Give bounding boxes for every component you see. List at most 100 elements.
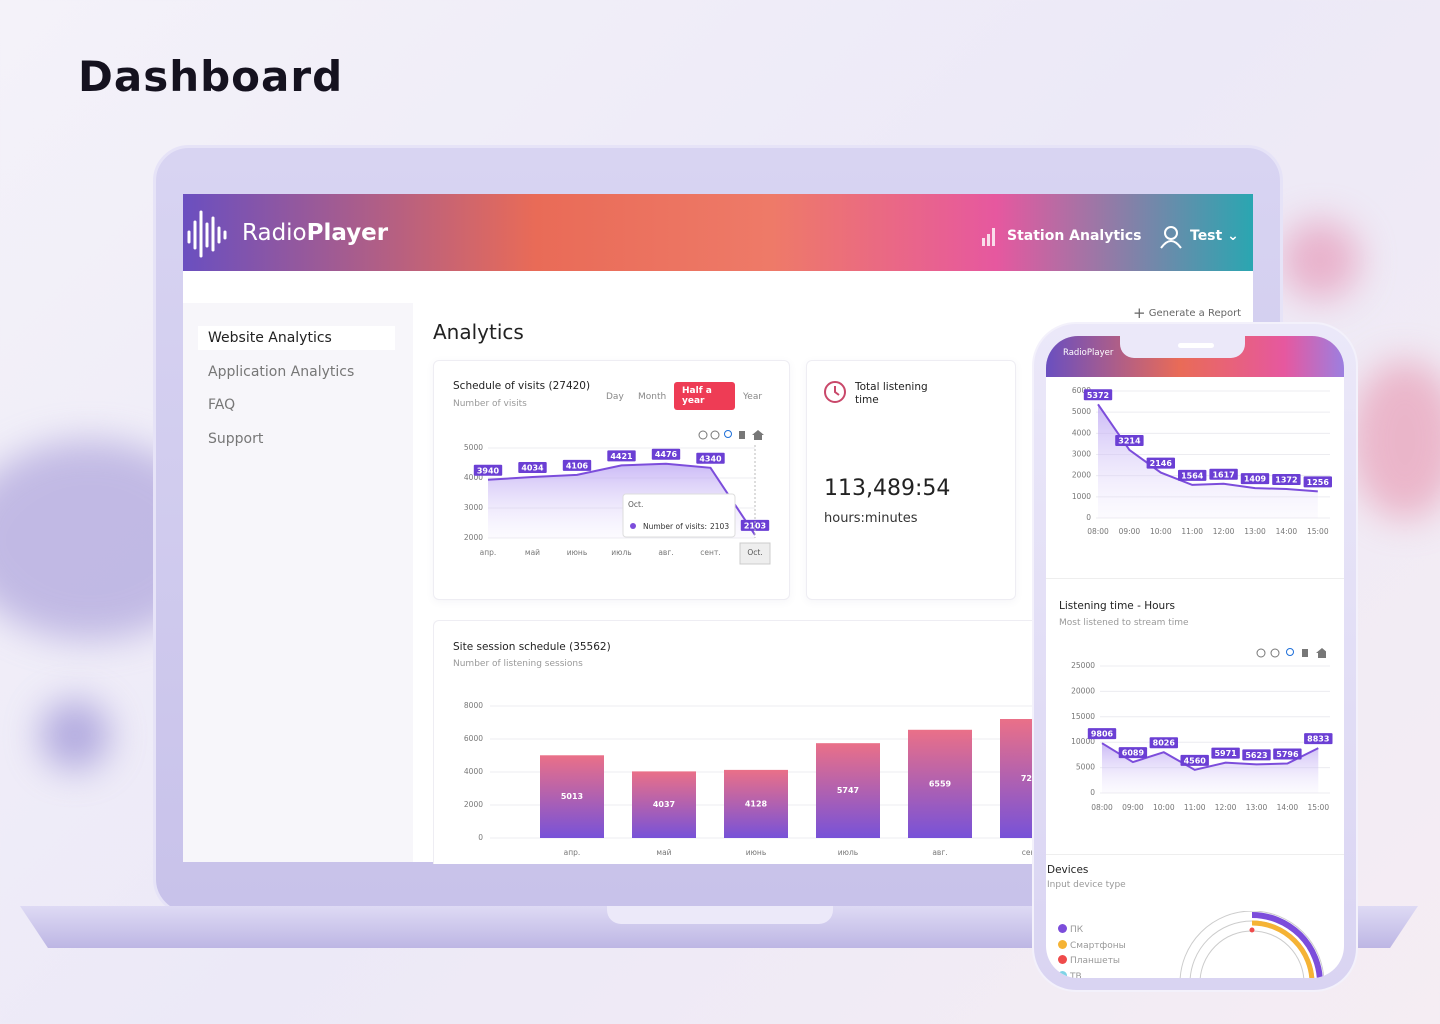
y-tick-label: 5000 <box>1076 763 1095 772</box>
laptop-notch <box>607 906 833 924</box>
y-tick-label: 0 <box>478 833 483 842</box>
nav-link[interactable]: Station Analytics <box>1007 228 1142 244</box>
page-title: Dashboard <box>78 52 344 101</box>
data-label: 6089 <box>1122 749 1145 758</box>
data-label-box <box>1304 733 1333 745</box>
device-radial <box>1179 911 1325 978</box>
decor <box>1350 360 1440 520</box>
data-label: 8026 <box>1153 739 1176 748</box>
x-tick-label: июнь <box>567 548 588 557</box>
user-name: Test <box>1190 228 1223 244</box>
data-label-box <box>1178 469 1207 481</box>
data-label-box <box>1273 748 1302 760</box>
data-label-box <box>1115 434 1144 446</box>
x-tick-label: 11:00 <box>1181 527 1203 536</box>
x-tick-label: 09:00 <box>1119 527 1141 536</box>
nav-icon <box>982 228 995 246</box>
legend-label: Смартфоны <box>1070 940 1126 951</box>
legend-label: Планшеты <box>1070 956 1121 966</box>
sidebar-item[interactable]: Application Analytics <box>208 363 355 380</box>
x-tick-label: май <box>656 848 671 857</box>
data-label-box <box>1303 476 1332 488</box>
x-tick-label: 08:00 <box>1087 527 1109 536</box>
logo-light: Radio <box>242 220 307 246</box>
line <box>1097 403 1318 493</box>
x-tick-label: июль <box>611 548 631 557</box>
legend-item: Планшеты <box>1058 955 1120 966</box>
data-label: 5372 <box>1087 391 1109 400</box>
phone-screen: RadioPlayer 0 1000 2000 3000 4000 5000 6000 08:… <box>1046 336 1344 978</box>
chart-toolbar <box>1256 648 1326 658</box>
logo: RadioPlayer <box>242 220 388 246</box>
main-title: Analytics <box>433 320 524 344</box>
y-tick-label: 3000 <box>464 503 483 512</box>
data-label-box <box>562 459 592 471</box>
x-tick-label: 15:00 <box>1307 803 1329 812</box>
time-unit: hours:minutes <box>824 511 918 526</box>
x-tick-label: апр. <box>564 848 581 857</box>
clock-icon <box>824 381 846 403</box>
data-label: 9806 <box>1091 730 1114 739</box>
x-tick-label: 15:00 <box>1307 527 1329 536</box>
period-button[interactable]: Year <box>743 392 763 402</box>
data-label-box <box>1087 728 1117 740</box>
sidebar-item[interactable]: FAQ <box>208 397 236 414</box>
y-tick-label: 4000 <box>1072 428 1091 437</box>
user-menu[interactable]: Test ⌄ <box>1190 228 1239 244</box>
x-tick-label: 14:00 <box>1276 527 1298 536</box>
tooltip-box <box>622 493 736 538</box>
legend-swatch <box>1058 955 1067 964</box>
listening-chart: 0 5000 10000 15000 20000 25000 08:00 09:00 10:00… <box>1071 661 1333 812</box>
legend-label: ТВ <box>1070 971 1082 979</box>
x-tick-label: июль <box>838 848 858 857</box>
bar <box>540 755 604 838</box>
line <box>487 462 756 536</box>
data-label-box <box>607 450 636 462</box>
data-label: 5013 <box>561 792 583 801</box>
total-time: 113,489:54 <box>824 476 951 501</box>
period-button[interactable]: Month <box>638 392 667 402</box>
divider <box>1046 854 1344 855</box>
data-label: 2146 <box>1150 459 1173 468</box>
sidebar-item[interactable]: Support <box>208 431 264 448</box>
data-label: 5971 <box>1214 749 1237 758</box>
hourly-chart: 0 1000 2000 3000 4000 5000 6000 08:00 09:00 10:00… <box>1072 386 1332 536</box>
y-tick-label: 8000 <box>464 701 483 710</box>
card-title: Site session schedule (35562) <box>453 641 611 653</box>
y-tick-label: 20000 <box>1071 686 1095 695</box>
data-label: 1564 <box>1181 471 1204 480</box>
card-title: Schedule of visits (27420) <box>453 380 591 392</box>
card-subtitle: Most listened to stream time <box>1059 618 1189 628</box>
x-tick-label: авг. <box>932 848 947 857</box>
generate-report[interactable]: + Generate a Report <box>1133 304 1242 322</box>
bar <box>724 769 788 838</box>
x-tick-label: авг. <box>658 548 673 557</box>
x-tick-label: 13:00 <box>1244 527 1266 536</box>
data-label: 8833 <box>1307 735 1329 744</box>
bar <box>816 743 880 838</box>
bar <box>908 729 972 838</box>
data-label-box <box>1083 389 1113 401</box>
y-tick-label: 25000 <box>1071 661 1095 670</box>
bar <box>632 771 696 838</box>
y-tick-label: 0 <box>1086 513 1091 522</box>
data-label-box <box>473 464 503 476</box>
data-label: 6559 <box>929 779 952 788</box>
tooltip-text: Number of visits: 2103 <box>643 522 729 531</box>
legend-swatch <box>1058 939 1067 949</box>
data-label-box <box>1211 747 1240 759</box>
data-label: 1409 <box>1244 475 1267 484</box>
y-tick-label: 1000 <box>1072 492 1091 501</box>
y-tick-label: 0 <box>1090 788 1095 797</box>
y-tick-label: 2000 <box>464 533 483 542</box>
sidebar-item[interactable]: Website Analytics <box>198 326 395 350</box>
crosshair-label-box <box>739 542 771 565</box>
user-icon <box>1160 226 1182 249</box>
data-label: 5747 <box>837 786 859 795</box>
period-button[interactable]: Half a year <box>674 382 735 410</box>
period-button[interactable]: Day <box>606 392 624 402</box>
x-tick-label: 10:00 <box>1150 527 1172 536</box>
data-label: 4421 <box>610 452 633 461</box>
legend-swatch <box>1058 970 1067 978</box>
